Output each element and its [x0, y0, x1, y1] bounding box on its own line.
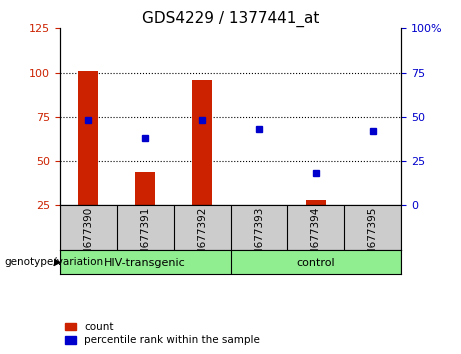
Text: GSM677395: GSM677395 — [367, 207, 378, 270]
Text: ▶: ▶ — [54, 257, 62, 267]
Text: genotype/variation: genotype/variation — [5, 257, 104, 267]
Text: GSM677390: GSM677390 — [83, 207, 94, 270]
Legend: count, percentile rank within the sample: count, percentile rank within the sample — [65, 322, 260, 345]
Text: GSM677394: GSM677394 — [311, 207, 321, 270]
Bar — [78, 71, 98, 205]
Text: GSM677393: GSM677393 — [254, 207, 264, 270]
Title: GDS4229 / 1377441_at: GDS4229 / 1377441_at — [142, 11, 319, 27]
Bar — [135, 172, 155, 205]
Bar — [192, 80, 212, 205]
Text: GSM677392: GSM677392 — [197, 207, 207, 270]
Bar — [306, 200, 326, 205]
Text: GSM677391: GSM677391 — [140, 207, 150, 270]
Text: control: control — [296, 258, 335, 268]
Text: HIV-transgenic: HIV-transgenic — [104, 258, 186, 268]
